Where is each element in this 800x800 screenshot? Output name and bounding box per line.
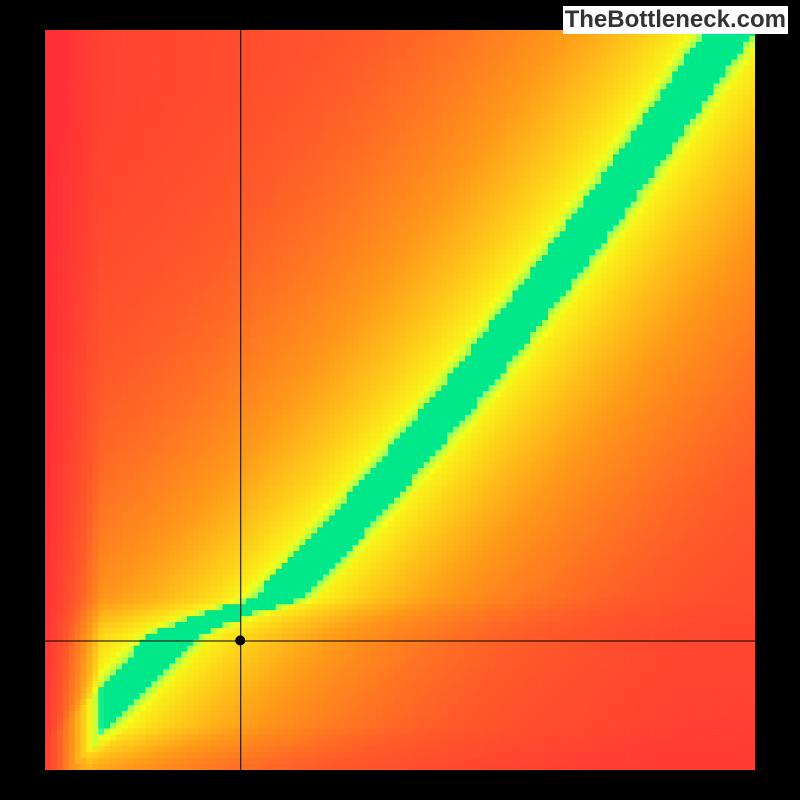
heatmap-canvas (45, 30, 755, 770)
heatmap-plot (45, 30, 755, 770)
watermark-text: TheBottleneck.com (563, 6, 788, 34)
chart-container: TheBottleneck.com (0, 0, 800, 800)
